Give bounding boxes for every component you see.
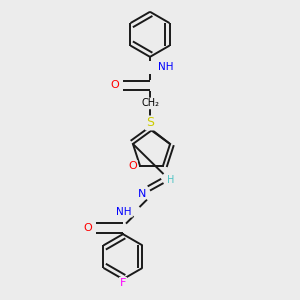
Text: O: O bbox=[128, 161, 137, 171]
Text: H: H bbox=[167, 175, 175, 185]
Text: S: S bbox=[146, 116, 154, 130]
Text: O: O bbox=[110, 80, 119, 90]
Text: O: O bbox=[83, 223, 92, 233]
Text: F: F bbox=[120, 278, 126, 288]
Text: NH: NH bbox=[116, 207, 132, 217]
Text: NH: NH bbox=[158, 62, 173, 72]
Text: CH₂: CH₂ bbox=[141, 98, 159, 108]
Text: N: N bbox=[137, 189, 146, 199]
